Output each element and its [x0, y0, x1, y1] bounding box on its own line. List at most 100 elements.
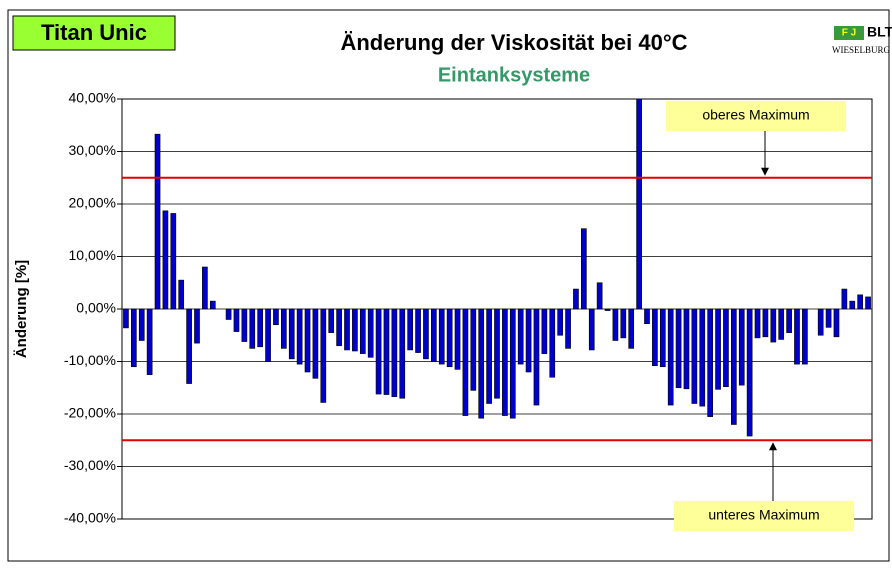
annotation-arrowhead [761, 167, 769, 176]
logo-name: BLT [867, 24, 892, 40]
bar [486, 308, 492, 404]
bar [754, 308, 761, 339]
bar [281, 308, 287, 349]
bar [131, 308, 137, 368]
bar [683, 308, 690, 390]
bar [328, 308, 335, 333]
bar [659, 308, 666, 368]
bar [628, 308, 635, 349]
bar [146, 308, 153, 375]
bar [304, 308, 311, 373]
y-tick-label: 0,00% [76, 300, 116, 316]
bar [233, 308, 240, 332]
bar [162, 210, 169, 310]
y-tick-label: 40,00% [69, 90, 116, 106]
bar [557, 308, 563, 336]
bar [202, 266, 208, 310]
annotation: oberes Maximum [702, 107, 809, 123]
bar [399, 308, 406, 399]
logo-place: WIESELBURG [832, 45, 890, 55]
bar [636, 99, 642, 310]
bar [596, 282, 603, 310]
bar [691, 308, 698, 404]
bar [383, 308, 390, 395]
bar [470, 308, 477, 391]
bar [644, 308, 650, 324]
bar [423, 308, 429, 360]
bar [407, 308, 413, 351]
bar [375, 308, 382, 395]
y-tick-label: 30,00% [69, 142, 116, 158]
bar [770, 308, 777, 343]
bar [533, 308, 540, 406]
bar [438, 308, 445, 365]
bar [257, 308, 263, 348]
logo-mark: F J [842, 28, 856, 39]
bar [825, 308, 832, 328]
annotation-box [666, 101, 846, 131]
bar [802, 308, 808, 365]
bar [849, 300, 856, 310]
bar [225, 308, 232, 320]
bar [612, 308, 619, 341]
y-tick-label: 10,00% [69, 247, 116, 263]
bar [833, 308, 840, 338]
bar [707, 308, 713, 417]
bar [675, 308, 682, 389]
annotation-box [674, 501, 854, 531]
bar [391, 308, 398, 397]
bar [723, 308, 729, 387]
bar [699, 308, 706, 407]
bar [517, 308, 524, 365]
bar [573, 288, 579, 310]
bar [778, 308, 785, 340]
bar [581, 228, 587, 310]
bar [431, 308, 437, 362]
bar [344, 308, 350, 351]
bar [494, 308, 500, 399]
bar [352, 308, 358, 352]
bar [620, 308, 627, 339]
bar [446, 308, 453, 368]
bar [178, 279, 185, 310]
bar [296, 308, 303, 365]
bar [288, 308, 295, 360]
bar [249, 308, 256, 349]
bar [415, 308, 421, 353]
y-tick-label: -10,00% [64, 352, 116, 368]
y-tick-label: -30,00% [64, 457, 116, 473]
bar [588, 308, 595, 351]
bar [170, 213, 177, 310]
chart-title: Änderung der Viskosität bei 40°C [340, 30, 687, 55]
bar [509, 308, 516, 419]
bar [186, 308, 192, 384]
bar [715, 308, 721, 390]
bar [454, 308, 461, 370]
bar [541, 308, 548, 354]
bar [525, 308, 532, 373]
bar [794, 308, 800, 365]
bar [762, 308, 769, 338]
bar [138, 308, 145, 341]
annotation: unteres Maximum [708, 507, 819, 523]
bar [478, 308, 485, 419]
bar [565, 308, 571, 349]
bar [652, 308, 658, 367]
bar [604, 308, 611, 311]
badge-box [12, 15, 176, 51]
y-tick-label: 20,00% [69, 195, 116, 211]
y-axis-label: Änderung [%] [13, 260, 30, 358]
bar [857, 294, 863, 310]
bar [312, 308, 319, 379]
bar [786, 308, 792, 333]
annotation-arrowhead [769, 442, 777, 451]
bar [462, 308, 469, 416]
bar [273, 308, 279, 326]
bar [367, 308, 374, 358]
chart-subtitle: Eintanksysteme [438, 64, 590, 86]
bar [123, 308, 129, 329]
bar [320, 308, 327, 403]
bar [746, 308, 753, 437]
bar [336, 308, 342, 347]
